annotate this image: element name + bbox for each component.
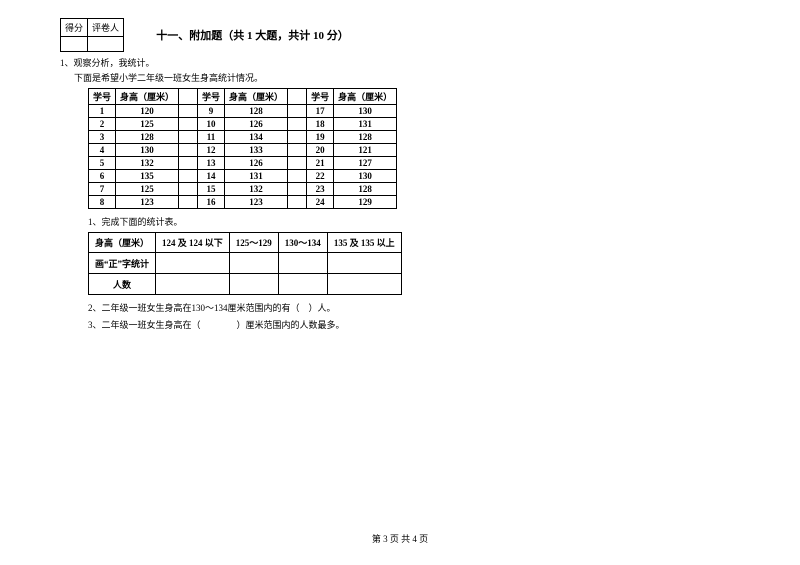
sep bbox=[288, 89, 307, 105]
cell: 23 bbox=[307, 183, 334, 196]
cell: 128 bbox=[225, 105, 288, 118]
score-blank bbox=[61, 37, 88, 52]
cell: 3 bbox=[89, 131, 116, 144]
cell: 125 bbox=[116, 183, 179, 196]
hdr-h-b: 身高（厘米） bbox=[225, 89, 288, 105]
score-box: 得分 评卷人 bbox=[60, 18, 124, 52]
grader-label: 评卷人 bbox=[88, 19, 124, 37]
cell: 15 bbox=[198, 183, 225, 196]
sep bbox=[179, 89, 198, 105]
ans-row1-label: 画“正”字统计 bbox=[89, 253, 156, 274]
cell: 4 bbox=[89, 144, 116, 157]
table-row: 4130 12133 20121 bbox=[89, 144, 397, 157]
ans-blank bbox=[156, 253, 230, 274]
cell: 128 bbox=[334, 183, 397, 196]
cell: 16 bbox=[198, 196, 225, 209]
cell: 130 bbox=[334, 170, 397, 183]
answer-table: 身高（厘米） 124 及 124 以下 125～129 130～134 135 … bbox=[88, 232, 402, 295]
cell: 125 bbox=[116, 118, 179, 131]
cell: 132 bbox=[116, 157, 179, 170]
table-row: 31281113419128 bbox=[89, 131, 397, 144]
height-data-table: 学号 身高（厘米） 学号 身高（厘米） 学号 身高（厘米） 1120912817… bbox=[88, 88, 397, 209]
hdr-id-a: 学号 bbox=[89, 89, 116, 105]
ans-blank bbox=[327, 274, 401, 295]
ans-hdr-0: 身高（厘米） bbox=[89, 233, 156, 253]
cell: 11 bbox=[198, 131, 225, 144]
score-label: 得分 bbox=[61, 19, 88, 37]
cell: 130 bbox=[116, 144, 179, 157]
cell: 10 bbox=[198, 118, 225, 131]
cell: 127 bbox=[334, 157, 397, 170]
cell: 121 bbox=[334, 144, 397, 157]
cell: 6 bbox=[89, 170, 116, 183]
cell: 132 bbox=[225, 183, 288, 196]
question-1: 1、观察分析，我统计。 bbox=[60, 56, 740, 69]
cell: 128 bbox=[334, 131, 397, 144]
cell: 131 bbox=[334, 118, 397, 131]
cell: 14 bbox=[198, 170, 225, 183]
ans-blank bbox=[229, 274, 278, 295]
table-row: 1120 9128 17130 bbox=[89, 105, 397, 118]
cell: 19 bbox=[307, 131, 334, 144]
ans-blank bbox=[278, 253, 327, 274]
cell: 135 bbox=[116, 170, 179, 183]
hdr-id-b: 学号 bbox=[198, 89, 225, 105]
hdr-h-c: 身高（厘米） bbox=[334, 89, 397, 105]
cell: 24 bbox=[307, 196, 334, 209]
sub-question-2: 2、二年级一班女生身高在130～134厘米范围内的有（ ）人。 bbox=[88, 301, 740, 314]
ans-hdr-2: 125～129 bbox=[229, 233, 278, 253]
cell: 133 bbox=[225, 144, 288, 157]
cell: 123 bbox=[116, 196, 179, 209]
cell: 12 bbox=[198, 144, 225, 157]
cell: 17 bbox=[307, 105, 334, 118]
cell: 131 bbox=[225, 170, 288, 183]
cell: 8 bbox=[89, 196, 116, 209]
cell: 13 bbox=[198, 157, 225, 170]
hdr-id-c: 学号 bbox=[307, 89, 334, 105]
hdr-h-a: 身高（厘米） bbox=[116, 89, 179, 105]
cell: 18 bbox=[307, 118, 334, 131]
table-row: 2125 10126 18131 bbox=[89, 118, 397, 131]
cell: 21 bbox=[307, 157, 334, 170]
question-1-sub: 下面是希望小学二年级一班女生身高统计情况。 bbox=[74, 71, 740, 84]
cell: 126 bbox=[225, 157, 288, 170]
ans-blank bbox=[327, 253, 401, 274]
cell: 20 bbox=[307, 144, 334, 157]
cell: 2 bbox=[89, 118, 116, 131]
ans-blank bbox=[229, 253, 278, 274]
page-footer: 第 3 页 共 4 页 bbox=[0, 532, 800, 545]
ans-blank bbox=[156, 274, 230, 295]
cell: 134 bbox=[225, 131, 288, 144]
section-title: 十一、附加题（共 1 大题，共计 10 分） bbox=[156, 27, 349, 43]
cell: 126 bbox=[225, 118, 288, 131]
table-row: 6135 14131 22130 bbox=[89, 170, 397, 183]
table-row: 81231612324129 bbox=[89, 196, 397, 209]
grader-blank bbox=[88, 37, 124, 52]
ans-blank bbox=[278, 274, 327, 295]
cell: 22 bbox=[307, 170, 334, 183]
ans-hdr-1: 124 及 124 以下 bbox=[156, 233, 230, 253]
ans-hdr-3: 130～134 bbox=[278, 233, 327, 253]
cell: 120 bbox=[116, 105, 179, 118]
cell: 123 bbox=[225, 196, 288, 209]
cell: 9 bbox=[198, 105, 225, 118]
ans-row2-label: 人数 bbox=[89, 274, 156, 295]
sub-question-1: 1、完成下面的统计表。 bbox=[88, 215, 740, 228]
cell: 1 bbox=[89, 105, 116, 118]
cell: 7 bbox=[89, 183, 116, 196]
sub-question-3: 3、二年级一班女生身高在（ ）厘米范围内的人数最多。 bbox=[88, 318, 740, 331]
ans-hdr-4: 135 及 135 以上 bbox=[327, 233, 401, 253]
cell: 130 bbox=[334, 105, 397, 118]
cell: 129 bbox=[334, 196, 397, 209]
cell: 128 bbox=[116, 131, 179, 144]
table-row: 7125 15132 23128 bbox=[89, 183, 397, 196]
cell: 5 bbox=[89, 157, 116, 170]
table-row: 5132 13126 21127 bbox=[89, 157, 397, 170]
